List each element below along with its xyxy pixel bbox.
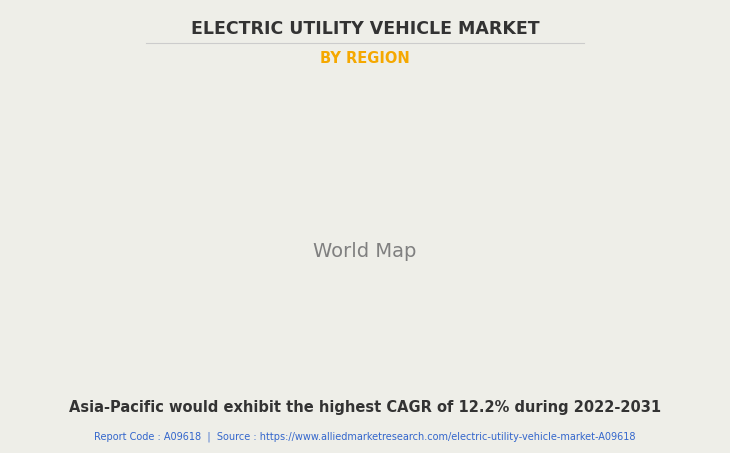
Text: Asia-Pacific would exhibit the highest CAGR of 12.2% during 2022-2031: Asia-Pacific would exhibit the highest C… bbox=[69, 400, 661, 414]
Text: World Map: World Map bbox=[313, 242, 417, 261]
Text: Report Code : A09618  |  Source : https://www.alliedmarketresearch.com/electric-: Report Code : A09618 | Source : https://… bbox=[94, 431, 636, 442]
Text: BY REGION: BY REGION bbox=[320, 51, 410, 66]
Text: ELECTRIC UTILITY VEHICLE MARKET: ELECTRIC UTILITY VEHICLE MARKET bbox=[191, 20, 539, 39]
